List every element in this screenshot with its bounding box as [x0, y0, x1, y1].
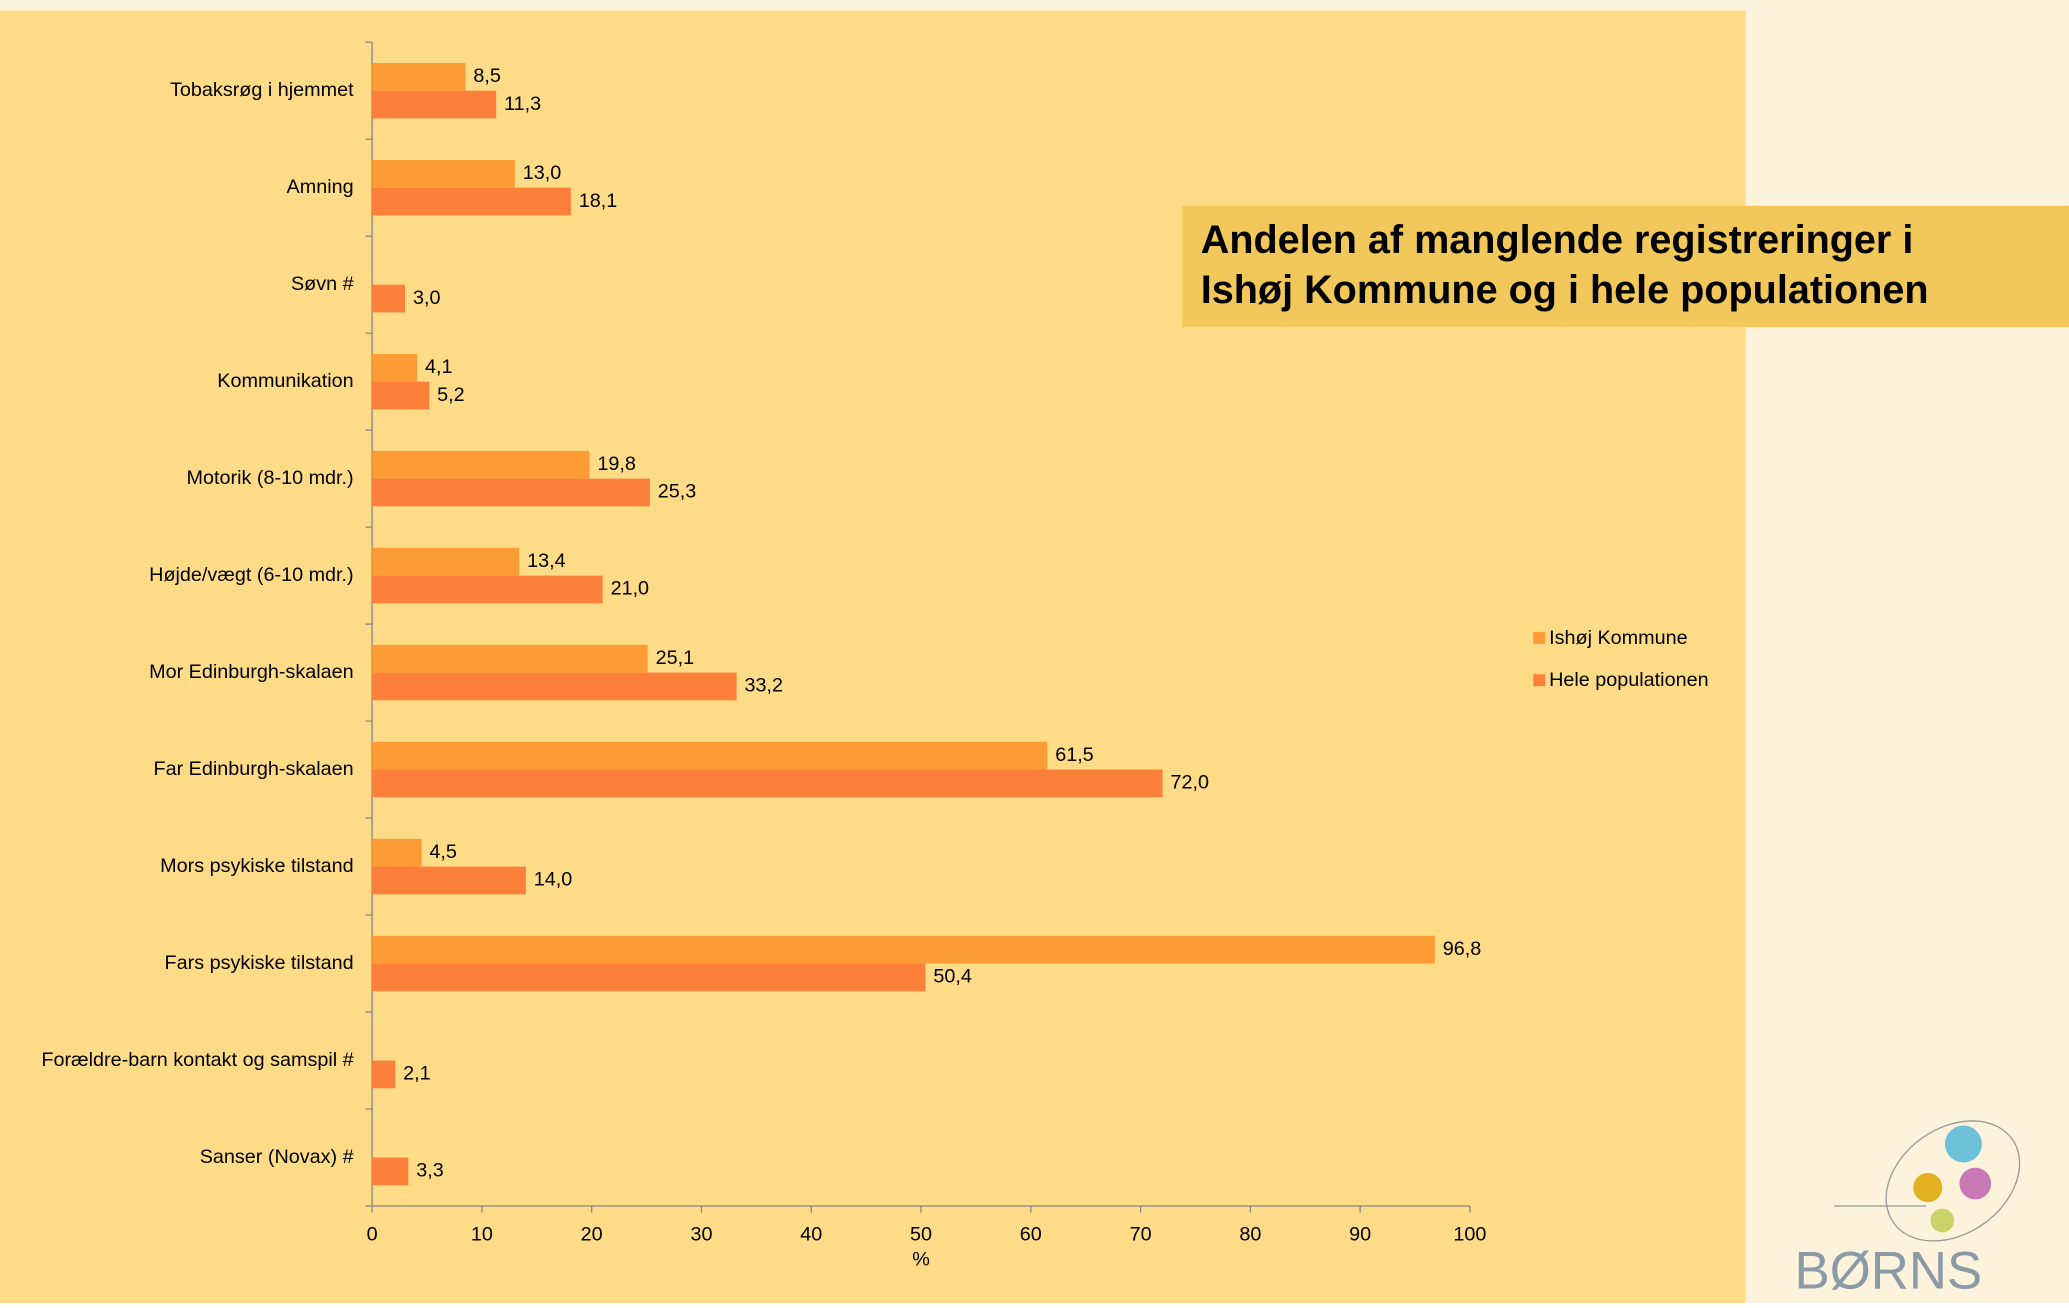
value-label: 13,0 — [523, 162, 562, 184]
value-label: 33,2 — [745, 675, 784, 697]
bar — [372, 575, 603, 604]
value-label: 4,5 — [429, 841, 457, 863]
value-label: 25,3 — [658, 481, 697, 503]
y-tick-label: Sanser (Novax) # — [200, 1146, 354, 1168]
x-tick-label: 90 — [1349, 1223, 1371, 1245]
value-label: 72,0 — [1170, 772, 1209, 794]
x-tick-label: 60 — [1020, 1223, 1042, 1245]
value-label: 50,4 — [933, 966, 972, 988]
logo-ring — [1885, 1120, 2021, 1242]
bar — [372, 547, 520, 576]
y-tick-label: Forældre-barn kontakt og samspil # — [41, 1049, 353, 1071]
value-label: 61,5 — [1055, 744, 1094, 766]
value-label: 3,0 — [413, 287, 441, 309]
bar — [372, 63, 466, 91]
value-label: 21,0 — [611, 578, 650, 600]
bar — [372, 769, 1163, 798]
bar — [372, 672, 737, 701]
value-label: 19,8 — [597, 453, 636, 475]
x-tick-label: 0 — [367, 1223, 378, 1245]
bar — [372, 381, 430, 410]
x-tick-label: 100 — [1453, 1223, 1486, 1245]
bar — [372, 644, 648, 673]
bar — [372, 1060, 396, 1089]
y-tick-label: Højde/vægt (6-10 mdr.) — [149, 564, 353, 586]
panel — [0, 10, 1746, 1304]
bar — [372, 284, 406, 313]
y-tick-label: Kommunikation — [217, 370, 353, 392]
x-tick-label: 40 — [800, 1223, 822, 1245]
x-tick-label: 20 — [581, 1223, 603, 1245]
bar — [372, 838, 422, 867]
value-label: 96,8 — [1443, 938, 1482, 960]
value-label: 25,1 — [656, 647, 695, 669]
value-label: 13,4 — [527, 550, 566, 572]
bar — [372, 478, 650, 507]
y-tick-label: Mor Edinburgh-skalaen — [149, 661, 354, 683]
logo-dot — [1930, 1208, 1955, 1233]
bar — [372, 450, 590, 479]
bar — [372, 353, 418, 382]
bar — [372, 159, 515, 188]
bar — [372, 1157, 409, 1186]
bar — [372, 187, 571, 216]
logo-dot — [1913, 1173, 1943, 1203]
x-tick-label: 50 — [910, 1223, 932, 1245]
y-tick-label: Mors psykiske tilstand — [160, 855, 353, 877]
y-tick-label: Motorik (8-10 mdr.) — [187, 467, 354, 489]
value-label: 3,3 — [416, 1160, 444, 1182]
x-tick-label: 70 — [1130, 1223, 1152, 1245]
value-label: 2,1 — [403, 1063, 431, 1085]
y-tick-label: Amning — [287, 176, 354, 198]
value-label: 14,0 — [534, 869, 573, 891]
legend-label: Hele populationen — [1549, 669, 1708, 691]
x-axis-label: % — [912, 1248, 930, 1270]
logo-dot — [1959, 1167, 1992, 1200]
bar — [372, 90, 497, 119]
title-box — [1182, 205, 2069, 328]
value-label: 18,1 — [579, 190, 618, 212]
logo-dot — [1944, 1125, 1982, 1163]
logo: BØRNS — [1795, 1120, 2021, 1301]
legend-label: Ishøj Kommune — [1549, 627, 1688, 649]
bar — [372, 741, 1048, 770]
value-label: 4,1 — [425, 356, 453, 378]
legend-swatch — [1533, 674, 1546, 687]
y-tick-label: Far Edinburgh-skalaen — [154, 758, 354, 780]
legend-swatch — [1533, 632, 1546, 644]
value-label: 8,5 — [473, 65, 501, 87]
logo-text: BØRNS — [1795, 1242, 1983, 1301]
y-tick-label: Tobaksrøg i hjemmet — [170, 79, 354, 101]
bar — [372, 866, 526, 895]
x-tick-label: 80 — [1239, 1223, 1261, 1245]
y-tick-label: Søvn # — [291, 273, 354, 295]
value-label: 11,3 — [504, 93, 541, 115]
bar — [372, 935, 1435, 964]
y-tick-label: Fars psykiske tilstand — [165, 952, 354, 974]
x-tick-label: 10 — [471, 1223, 493, 1245]
bar — [372, 963, 926, 992]
value-label: 5,2 — [437, 384, 465, 406]
x-tick-label: 30 — [690, 1223, 712, 1245]
chart-title: Andelen af manglende registreringer i Ish… — [1201, 218, 1929, 312]
